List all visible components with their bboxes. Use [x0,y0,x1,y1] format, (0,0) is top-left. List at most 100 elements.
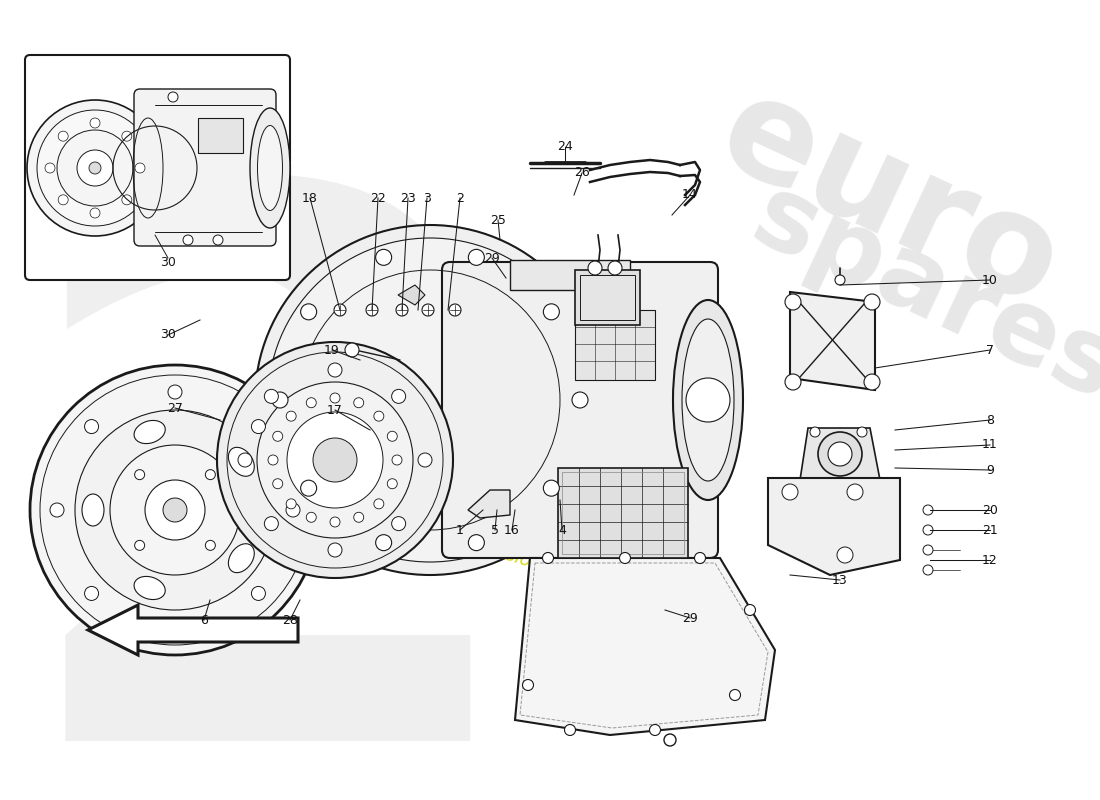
Circle shape [543,304,560,320]
Circle shape [328,543,342,557]
Text: 22: 22 [370,191,386,205]
Bar [580,275,635,320]
Circle shape [264,517,278,530]
Circle shape [923,565,933,575]
Circle shape [286,411,296,421]
Circle shape [664,734,676,746]
Circle shape [828,442,852,466]
Circle shape [857,427,867,437]
Circle shape [422,304,435,316]
Circle shape [77,150,113,186]
Circle shape [90,118,100,128]
Circle shape [168,385,182,399]
Polygon shape [768,478,900,575]
Circle shape [745,605,756,615]
Circle shape [387,431,397,442]
Circle shape [835,275,845,285]
Text: 4: 4 [558,523,565,537]
Text: 19: 19 [324,343,340,357]
Circle shape [785,374,801,390]
Bar [198,118,243,153]
Text: 1: 1 [456,523,464,537]
Ellipse shape [229,447,254,476]
Text: 14: 14 [682,189,697,202]
Polygon shape [800,428,880,480]
Bar [558,468,688,558]
Bar [575,310,654,380]
Circle shape [354,512,364,522]
Circle shape [122,131,132,141]
Circle shape [264,390,278,403]
Circle shape [588,261,602,275]
Circle shape [396,304,408,316]
Circle shape [837,547,852,563]
Circle shape [469,534,484,550]
Bar [575,270,640,325]
Circle shape [75,410,275,610]
Text: 29: 29 [682,611,697,625]
Text: 2: 2 [456,191,464,205]
Text: 9: 9 [986,463,994,477]
Circle shape [366,304,378,316]
Circle shape [57,130,133,206]
Text: spares: spares [737,166,1100,423]
Text: 12: 12 [982,554,998,566]
Ellipse shape [250,108,290,228]
Circle shape [183,235,192,245]
Circle shape [330,517,340,527]
Circle shape [374,411,384,421]
Circle shape [392,455,402,465]
Circle shape [375,534,392,550]
Circle shape [418,453,432,467]
Circle shape [286,503,300,517]
Ellipse shape [257,126,283,210]
Circle shape [145,480,205,540]
Text: 10: 10 [982,274,998,286]
Circle shape [58,195,68,205]
Text: 18: 18 [302,191,318,205]
Text: 7: 7 [986,343,994,357]
Circle shape [168,621,182,635]
FancyBboxPatch shape [442,262,718,558]
Text: 11: 11 [982,438,998,451]
Polygon shape [468,490,510,518]
Circle shape [134,470,144,480]
Circle shape [729,690,740,701]
Circle shape [273,431,283,442]
Circle shape [122,195,132,205]
Circle shape [163,498,187,522]
Text: 25: 25 [491,214,506,226]
Circle shape [135,163,145,173]
Polygon shape [790,292,874,390]
Text: 24: 24 [557,141,573,154]
Circle shape [286,499,296,509]
Circle shape [238,453,252,467]
Circle shape [272,392,288,408]
Circle shape [449,304,461,316]
Circle shape [306,398,317,408]
Text: 5: 5 [491,523,499,537]
Circle shape [30,365,320,655]
Circle shape [268,455,278,465]
Text: 2: 2 [4,160,536,800]
Bar [510,260,630,290]
Circle shape [375,250,392,266]
Circle shape [89,162,101,174]
Circle shape [619,553,630,563]
Circle shape [334,304,346,316]
Text: 28: 28 [282,614,298,626]
Circle shape [686,378,730,422]
Circle shape [387,478,397,489]
Circle shape [206,470,216,480]
Text: 29: 29 [484,251,499,265]
Bar [562,472,684,554]
Circle shape [810,427,820,437]
Ellipse shape [134,421,165,443]
Text: 13: 13 [832,574,848,586]
Text: 3: 3 [424,191,431,205]
Circle shape [90,208,100,218]
Circle shape [818,432,862,476]
Circle shape [134,540,144,550]
Text: euro: euro [700,63,1080,337]
Circle shape [314,438,358,482]
